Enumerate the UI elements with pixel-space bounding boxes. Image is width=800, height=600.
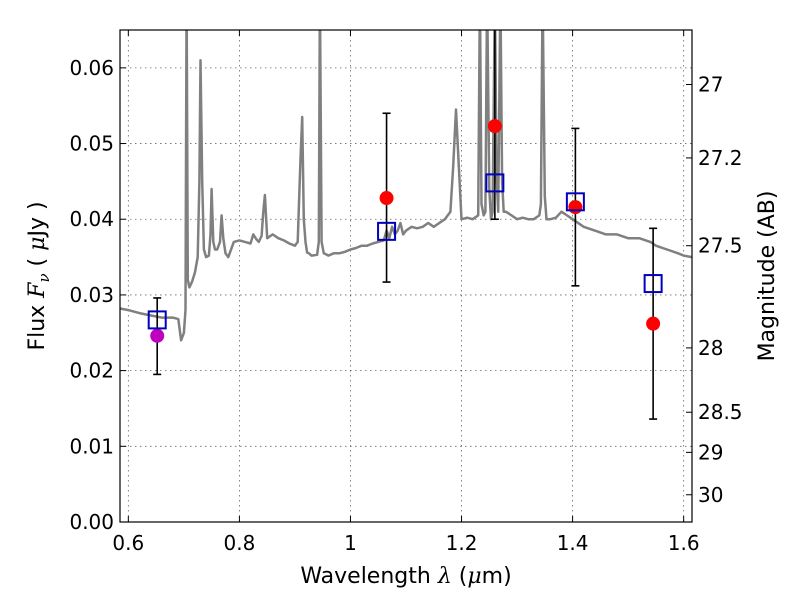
y-tick-label: 0.02 [69, 359, 114, 383]
model-photometry-point [485, 173, 505, 193]
model-photometry-point [565, 192, 585, 212]
y-tick-label: 0.05 [69, 132, 114, 156]
x-tick-label: 1.2 [446, 531, 478, 555]
x-tick-label: 0.8 [223, 531, 255, 555]
model-spectrum-line [120, 30, 692, 342]
grid [120, 30, 692, 523]
observed-point [646, 316, 661, 331]
model-photometry-point [147, 310, 167, 330]
y-tick-label: 0.04 [69, 207, 114, 231]
y2-tick-label: 30 [698, 483, 723, 507]
x-tick-label: 1.4 [557, 531, 589, 555]
y-tick-label: 0.06 [69, 56, 114, 80]
observed-point [487, 119, 502, 134]
y2-tick-label: 28 [698, 336, 723, 360]
y-axis-label: Flux Fν ( μJy ) [25, 201, 53, 350]
model-photometry-point [377, 221, 397, 241]
observed-point [568, 200, 583, 215]
y2-tick-label: 27.5 [698, 234, 743, 258]
plot-frame [119, 29, 693, 523]
x-tick-label: 1 [344, 531, 357, 555]
x-tick-label: 1.6 [668, 531, 700, 555]
model-photometry-point [643, 274, 663, 294]
y-tick-label: 0.00 [69, 510, 114, 534]
observed-point-special [150, 328, 165, 343]
y2-tick-label: 29 [698, 440, 723, 464]
y2-tick-label: 28.5 [698, 400, 743, 424]
y2-tick-label: 27.2 [698, 146, 743, 170]
observed-point [379, 191, 394, 206]
y-tick-label: 0.03 [69, 283, 114, 307]
y-tick-label: 0.01 [69, 434, 114, 458]
y2-tick-label: 27 [698, 72, 723, 96]
x-tick-label: 0.6 [112, 531, 144, 555]
axis-ticks: 0.6 0.8 1 1.2 1.4 1.6 0.00 0.01 0.02 0.03 0.04 0.05… [69, 30, 743, 555]
y2-axis-label: Magnitude (AB) [755, 191, 780, 362]
x-axis-label: Wavelength λ (μm) [300, 564, 511, 589]
